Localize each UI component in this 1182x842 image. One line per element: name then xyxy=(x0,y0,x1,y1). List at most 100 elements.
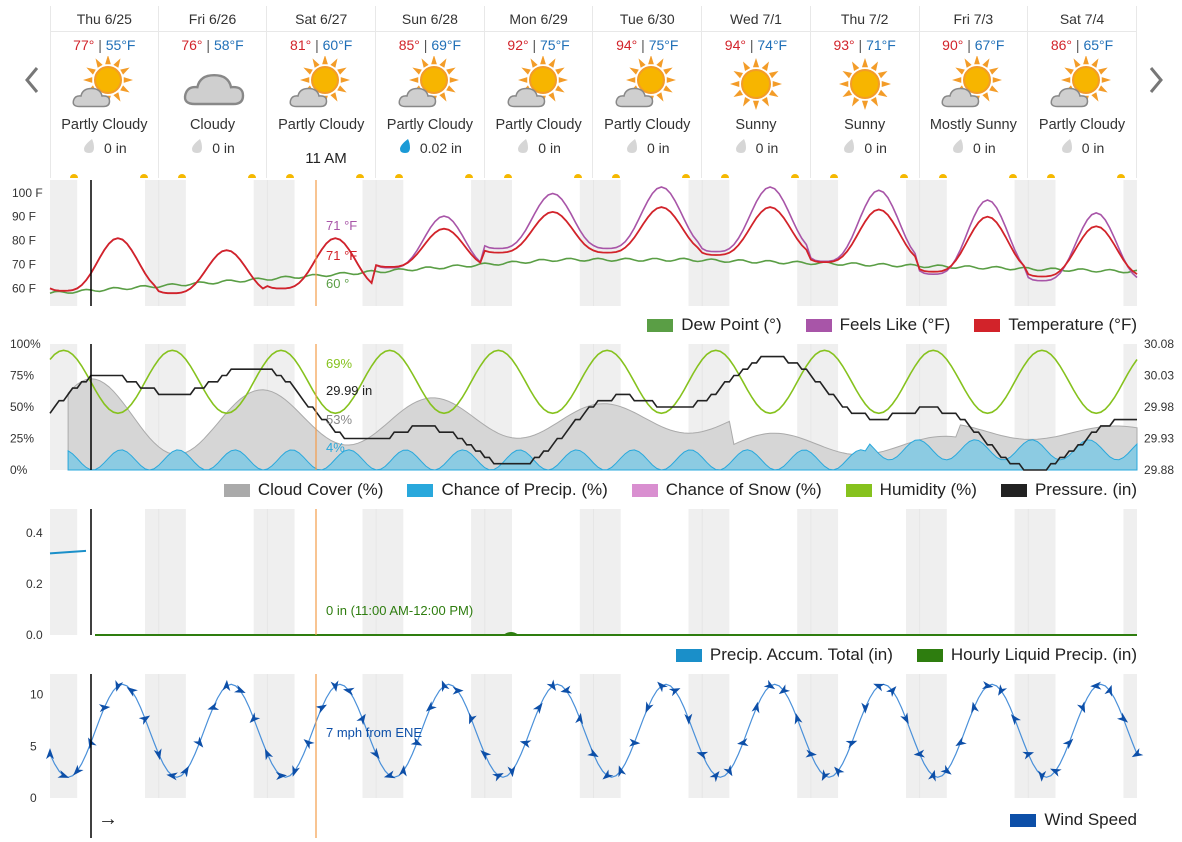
day-column[interactable]: Mon 6/29 92° | 75°F Partly Cloudy 0 in xyxy=(484,6,594,178)
raindrop-icon xyxy=(951,138,965,158)
next-arrow-icon[interactable] xyxy=(1144,62,1168,98)
precip-value: 0 in xyxy=(755,140,779,156)
sun-markers xyxy=(159,170,267,178)
day-column[interactable]: Fri 7/3 90° | 67°F Mostly Sunny 0 in xyxy=(919,6,1029,178)
sunny-icon xyxy=(811,56,919,116)
wind-arrow-icon xyxy=(264,748,274,761)
legend-item[interactable]: Humidity (%) xyxy=(845,480,977,500)
wind-chart[interactable]: 10 5 0 7 mph from ENE xyxy=(0,670,1182,840)
wind-arrow-icon xyxy=(751,701,760,714)
precip-amount: 0 in xyxy=(593,139,701,157)
night-band xyxy=(471,509,512,635)
low-temp: 75°F xyxy=(648,37,679,53)
condition-text: Mostly Sunny xyxy=(929,117,1017,133)
sunset-icon xyxy=(1008,174,1017,178)
legend-item[interactable]: Feels Like (°F) xyxy=(805,315,950,335)
y-tick-label: 0.4 xyxy=(26,526,43,540)
legend-item[interactable]: Dew Point (°) xyxy=(647,315,782,335)
night-band xyxy=(1123,509,1137,635)
y-tick-label: 100% xyxy=(10,338,41,351)
wind-arrow-icon xyxy=(928,769,936,782)
y-tick-label: 80 F xyxy=(12,234,36,248)
day-column[interactable]: Wed 7/1 94° | 74°F Sunny 0 in xyxy=(702,6,811,178)
wind-arrow-icon xyxy=(410,737,423,746)
partly-cloudy-icon xyxy=(51,56,158,116)
wind-arrow-icon xyxy=(723,764,733,777)
legend-item[interactable]: Hourly Liquid Precip. (in) xyxy=(916,645,1137,665)
temp-separator: | xyxy=(423,37,428,53)
low-temp: 60°F xyxy=(322,37,353,53)
humidity-readout: 69% xyxy=(326,356,352,371)
temp-separator: | xyxy=(532,37,537,53)
legend-item[interactable]: Precip. Accum. Total (in) xyxy=(675,645,893,665)
sunrise-icon xyxy=(286,174,295,178)
legend-item[interactable]: Chance of Precip. (%) xyxy=(407,480,608,500)
legend-swatch xyxy=(675,648,702,662)
cloudy-icon xyxy=(159,56,267,116)
wind-arrow-icon xyxy=(73,764,84,776)
day-column[interactable]: Thu 7/2 93° | 71°F Sunny 0 in xyxy=(810,6,920,178)
wind-arrow-icon xyxy=(805,749,817,758)
precipitation-chart[interactable]: 0.4 0.2 0.0 0 in (11:00 AM-12:00 PM) xyxy=(0,505,1182,645)
day-column[interactable]: Sat 6/27 81° | 60°F Partly Cloudy xyxy=(267,6,377,178)
y-tick-label: 0 xyxy=(30,791,37,805)
day-column[interactable]: Sun 6/28 85° | 69°F Partly Cloudy 0.02 i… xyxy=(376,6,485,178)
condition-text: Sunny xyxy=(735,117,777,133)
sun-markers xyxy=(811,170,919,178)
sunset-icon xyxy=(899,174,908,178)
precip-chance-readout: 4% xyxy=(326,440,345,455)
humidity-chart[interactable]: 100% 75% 50% 25% 0% 30.08 30.03 29.98 29.93 29.88… xyxy=(0,338,1182,478)
wind-arrow-icon xyxy=(575,712,584,725)
raindrop-icon xyxy=(82,138,96,158)
precip-value: 0 in xyxy=(104,140,127,156)
day-label: Wed 7/1 xyxy=(702,6,810,32)
wind-arrow-icon xyxy=(1038,770,1047,782)
sunrise-icon xyxy=(70,174,78,178)
sunset-icon xyxy=(465,174,474,178)
temperature-range: 85° | 69°F xyxy=(376,37,484,53)
legend-item[interactable]: Wind Speed xyxy=(1010,810,1137,830)
precip-value: 0 in xyxy=(864,140,887,156)
wind-arrow-icon xyxy=(275,771,287,780)
day-label: Sat 7/4 xyxy=(1028,6,1136,32)
precip-bump xyxy=(504,632,518,636)
y-tick-label: 100 F xyxy=(12,186,43,200)
legend-item[interactable]: Pressure. (in) xyxy=(1000,480,1137,500)
y-tick-label: 0.0 xyxy=(26,628,43,642)
wind-arrow-icon xyxy=(492,772,504,782)
precip-amount: 0 in xyxy=(159,139,267,157)
temperature-range: 94° | 74°F xyxy=(702,37,810,53)
wind-arrow-icon xyxy=(955,736,967,747)
legend-item[interactable]: Temperature (°F) xyxy=(974,315,1137,335)
sunset-icon xyxy=(573,174,582,178)
sunset-icon xyxy=(140,174,148,178)
low-temp: 69°F xyxy=(431,37,462,53)
legend-swatch xyxy=(407,483,434,497)
day-label: Thu 6/25 xyxy=(51,6,158,32)
legend-item[interactable]: Cloud Cover (%) xyxy=(223,480,383,500)
night-band xyxy=(362,509,404,635)
wind-readout: 7 mph from ENE xyxy=(326,725,422,740)
wind-arrow-icon xyxy=(998,684,1008,696)
hover-time-label: 11 AM xyxy=(300,150,352,167)
legend-swatch xyxy=(845,483,872,497)
wind-arrow-icon xyxy=(519,740,532,749)
y-tick-label: 75% xyxy=(10,369,34,383)
precip-amount: 0 in xyxy=(1028,139,1136,157)
y-tick-label: 90 F xyxy=(12,210,36,224)
temperature-chart[interactable]: 100 F 90 F 80 F 70 F 60 F 71 °F 71 °F 60 ° xyxy=(0,178,1182,338)
day-column[interactable]: Fri 6/26 76° | 58°F Cloudy 0 in xyxy=(158,6,268,178)
legend-item[interactable]: Chance of Snow (%) xyxy=(631,480,822,500)
legend-label: Humidity (%) xyxy=(879,480,977,499)
previous-arrow-icon[interactable] xyxy=(20,62,44,98)
day-column[interactable]: Sat 7/4 86° | 65°F Partly Cloudy 0 in xyxy=(1028,6,1137,178)
wind-arrow-icon xyxy=(398,765,407,777)
legend-label: Pressure. (in) xyxy=(1034,480,1137,499)
day-column[interactable]: Thu 6/25 77° | 55°F Partly Cloudy 0 in xyxy=(50,6,159,178)
high-temp: 76° xyxy=(181,37,203,53)
wind-arrow-icon xyxy=(507,765,516,778)
day-column[interactable]: Tue 6/30 94° | 75°F Partly Cloudy 0 in xyxy=(593,6,703,178)
day-label: Fri 7/3 xyxy=(919,6,1028,32)
night-band xyxy=(579,509,621,635)
sun-markers xyxy=(593,170,701,178)
